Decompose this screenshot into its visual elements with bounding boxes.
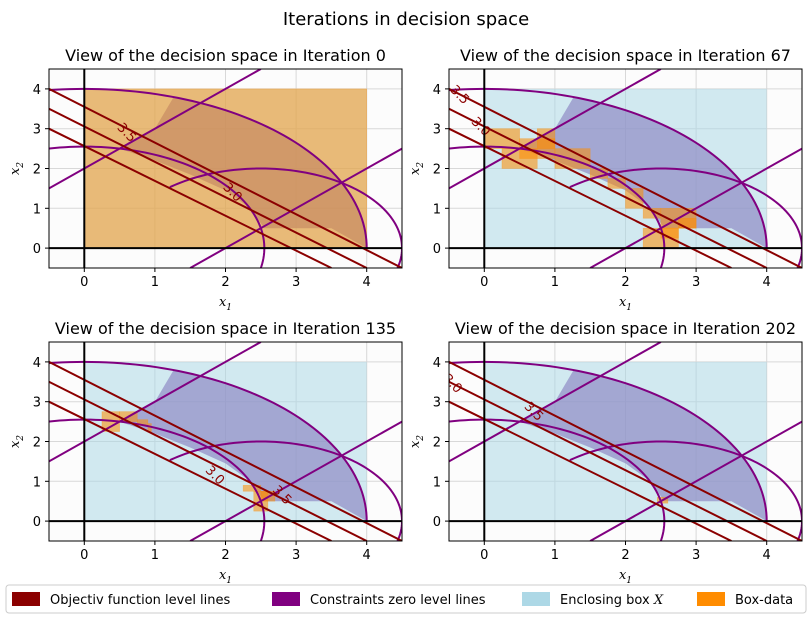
subplot-title: View of the decision space in Iteration … — [460, 46, 791, 65]
y-tick-label: 3 — [433, 396, 441, 411]
y-tick-label: 0 — [433, 515, 441, 530]
legend-item: Enclosing box X — [522, 592, 664, 608]
x-tick-label: 3 — [692, 275, 700, 290]
legend-item: Box-data — [697, 592, 793, 608]
constraint-circle-inner — [49, 418, 266, 541]
y-tick-label: 0 — [33, 242, 41, 257]
y-tick-label: 2 — [33, 436, 41, 451]
y-tick-label: 2 — [33, 163, 41, 178]
x-tick-label: 2 — [221, 275, 229, 290]
objective-level-line — [449, 400, 732, 541]
objective-level-line — [49, 400, 332, 541]
x-tick-label: 3 — [292, 275, 300, 290]
y-axis-label: x2 — [8, 162, 26, 175]
y-tick-label: 4 — [433, 83, 441, 98]
x-tick-label: 0 — [480, 275, 488, 290]
constraint-circle-inner — [449, 145, 666, 268]
feasible-region — [519, 370, 767, 522]
y-tick-label: 4 — [433, 356, 441, 371]
legend-swatch — [272, 592, 300, 606]
subplot-2: 3.53.0 0 1 2 3 4 0 1 2 3 4 x1 x2 View of the decision… — [408, 46, 803, 313]
subplot-4: 3.03.5 0 1 2 3 4 0 1 2 3 4 x1 x2 View of the decision… — [408, 319, 803, 586]
plot-area: 3.53.0 — [449, 69, 802, 268]
objective-level-line — [49, 127, 332, 268]
objective-level-line — [449, 380, 768, 541]
y-tick-label: 1 — [433, 475, 441, 490]
x-tick-label: 3 — [692, 548, 700, 563]
legend-label: Box-data — [735, 593, 793, 608]
plot-area: 3.03.5 — [449, 342, 802, 541]
x-tick-label: 1 — [551, 548, 559, 563]
y-axis-label: x2 — [408, 162, 426, 175]
objective-level-line — [449, 361, 802, 541]
x-tick-label: 0 — [480, 548, 488, 563]
x-tick-label: 2 — [621, 275, 629, 290]
y-tick-label: 1 — [33, 475, 41, 490]
legend-item: Objectiv function level lines — [12, 592, 231, 608]
x-tick-label: 4 — [763, 548, 771, 563]
y-tick-label: 0 — [433, 242, 441, 257]
box-data-rect — [678, 217, 697, 229]
y-tick-label: 4 — [33, 356, 41, 371]
legend: Objectiv function level lines Constraints… — [5, 584, 807, 614]
x-axis-label: x1 — [619, 295, 632, 313]
x-tick-label: 2 — [221, 548, 229, 563]
plot-area: 3.03.5 — [49, 342, 402, 541]
feasible-region — [119, 370, 367, 522]
x-tick-label: 4 — [363, 548, 371, 563]
y-tick-label: 1 — [433, 202, 441, 217]
objective-level-line — [449, 88, 802, 268]
legend-swatch — [522, 592, 550, 606]
legend-frame — [5, 584, 807, 614]
subplot-title: View of the decision space in Iteration … — [455, 319, 796, 338]
subplot-title: View of the decision space in Iteration … — [55, 319, 396, 338]
legend-label: Objectiv function level lines — [50, 593, 231, 608]
legend-label: Constraints zero level lines — [310, 593, 486, 608]
y-tick-label: 0 — [33, 515, 41, 530]
y-axis-label: x2 — [408, 435, 426, 448]
objective-level-line — [449, 127, 732, 268]
constraint-circle-inner — [449, 418, 666, 541]
y-tick-label: 3 — [433, 123, 441, 138]
objective-level-line — [449, 107, 768, 268]
legend-label: Enclosing box X — [560, 593, 664, 608]
constraint-circle-inner — [49, 145, 266, 268]
x-tick-label: 0 — [80, 548, 88, 563]
x-tick-label: 1 — [151, 548, 159, 563]
legend-item: Constraints zero level lines — [272, 592, 486, 608]
x-tick-label: 4 — [763, 275, 771, 290]
y-axis-label: x2 — [8, 435, 26, 448]
subplot-title: View of the decision space in Iteration … — [65, 46, 386, 65]
x-tick-label: 3 — [292, 548, 300, 563]
box-data-rect — [84, 88, 367, 249]
subplots-grid: 3.53.0 0 1 2 3 4 0 1 2 3 4 x1 x2 View of the decision… — [8, 46, 803, 586]
objective-level-line — [49, 107, 368, 268]
x-tick-label: 2 — [621, 548, 629, 563]
y-tick-label: 4 — [33, 83, 41, 98]
objective-level-line — [49, 380, 368, 541]
feasible-region — [519, 97, 767, 249]
x-axis-label: x1 — [219, 568, 232, 586]
x-tick-label: 1 — [151, 275, 159, 290]
y-tick-label: 3 — [33, 396, 41, 411]
x-tick-label: 0 — [80, 275, 88, 290]
x-axis-label: x1 — [619, 568, 632, 586]
y-tick-label: 3 — [33, 123, 41, 138]
y-tick-label: 1 — [33, 202, 41, 217]
objective-level-line — [49, 88, 402, 268]
y-tick-label: 2 — [433, 436, 441, 451]
y-tick-label: 2 — [433, 163, 441, 178]
x-tick-label: 4 — [363, 275, 371, 290]
figure-title: Iterations in decision space — [283, 9, 529, 30]
x-axis-label: x1 — [219, 295, 232, 313]
legend-swatch — [697, 592, 725, 606]
x-tick-label: 1 — [551, 275, 559, 290]
objective-level-line — [49, 361, 402, 541]
subplot-3: 3.03.5 0 1 2 3 4 0 1 2 3 4 x1 x2 View of the decision… — [8, 319, 403, 586]
legend-swatch — [12, 592, 40, 606]
